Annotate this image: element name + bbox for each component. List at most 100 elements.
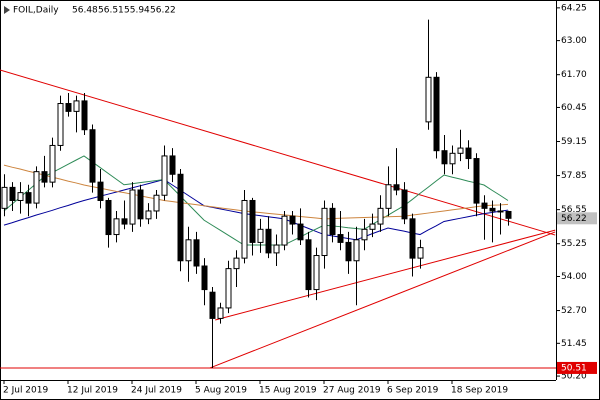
candle-body <box>57 103 64 146</box>
x-tick-label: 12 Jul 2019 <box>67 386 118 396</box>
x-tick-label: 18 Sep 2019 <box>451 386 508 396</box>
candle-body <box>81 100 88 131</box>
candle-body <box>401 189 408 220</box>
y-tick-label: 50.20 <box>561 372 587 382</box>
y-tick-label: 60.45 <box>561 103 587 113</box>
hline-price-label: 50.51 <box>561 363 587 373</box>
plot-area <box>0 19 556 369</box>
y-tick-label: 51.45 <box>561 339 587 349</box>
x-tick-label: 2 Jul 2019 <box>3 386 48 396</box>
candle-body <box>65 103 72 112</box>
last-low: 55.94 <box>124 6 150 16</box>
current-price-label: 56.22 <box>561 214 587 224</box>
candle-body <box>505 210 512 219</box>
candle-body <box>377 207 384 225</box>
y-tick-label: 57.85 <box>561 171 587 181</box>
candle-body <box>241 199 248 259</box>
moving-average <box>3 164 509 220</box>
y-tick-label: 59.15 <box>561 137 587 147</box>
candle-body <box>17 192 24 201</box>
candle-body <box>345 241 352 262</box>
trendline <box>209 231 556 369</box>
candle-body <box>313 255 320 291</box>
moving-average <box>3 155 509 246</box>
candle-body <box>497 210 504 213</box>
candle-body <box>41 171 48 183</box>
x-tick-label: 27 Aug 2019 <box>323 386 381 396</box>
candle-body <box>289 215 296 225</box>
candle-body <box>25 192 32 204</box>
candle-body <box>321 207 328 257</box>
candle-body <box>329 207 336 236</box>
candle-body <box>105 199 112 236</box>
candle-body <box>225 268 232 309</box>
x-tick-label: 24 Jul 2019 <box>131 386 182 396</box>
candle-body <box>217 307 224 319</box>
candle-body <box>257 228 264 243</box>
candle-body <box>249 199 256 243</box>
candle-body <box>265 228 272 254</box>
candle-body <box>153 194 160 212</box>
chart-title: FOIL,Daily <box>13 6 59 16</box>
hline-price-box <box>557 361 597 374</box>
candle-body <box>305 239 312 291</box>
candle-body <box>9 186 16 201</box>
symbol-icon <box>4 6 10 14</box>
last-open: 56.48 <box>72 6 98 16</box>
x-tick-label: 5 Aug 2019 <box>195 386 247 396</box>
candle-body <box>97 181 104 201</box>
candle-body <box>393 184 400 191</box>
moving-average <box>3 178 509 241</box>
candle-body <box>113 218 120 236</box>
candle-body <box>425 76 432 123</box>
candle-body <box>145 210 152 220</box>
candle-body <box>449 152 456 165</box>
candle-body <box>161 155 168 196</box>
candle-body <box>129 189 136 225</box>
candle-body <box>409 218 416 259</box>
last-high: 56.51 <box>98 6 124 16</box>
candle-body <box>185 239 192 262</box>
candle-body <box>441 150 448 165</box>
candle-body <box>489 207 496 212</box>
candle-body <box>465 147 472 160</box>
candle-body <box>337 234 344 243</box>
candle-body <box>457 147 464 154</box>
candle-body <box>297 223 304 241</box>
candle-body <box>273 244 280 254</box>
y-tick-label: 64.25 <box>561 3 587 13</box>
candle-body <box>49 144 56 183</box>
x-tick-label: 6 Sep 2019 <box>387 386 439 396</box>
candle-body <box>201 265 208 291</box>
candle-body <box>361 228 368 241</box>
candle-body <box>193 239 200 267</box>
candle-body <box>33 171 40 204</box>
x-tick-label: 15 Aug 2019 <box>259 386 317 396</box>
candle-body <box>1 186 8 209</box>
y-tick-label: 56.55 <box>561 205 587 215</box>
y-tick-label: 55.25 <box>561 239 587 249</box>
candle-body <box>137 189 144 220</box>
y-tick-label: 61.70 <box>561 70 587 80</box>
candle-body <box>177 173 184 262</box>
candle-body <box>281 215 288 246</box>
candle-body <box>169 155 176 175</box>
candle-body <box>369 223 376 230</box>
candle-body <box>433 76 440 152</box>
last-close: 56.22 <box>150 6 176 16</box>
candle-body <box>89 129 96 183</box>
y-tick-label: 52.70 <box>561 306 587 316</box>
candle-body <box>121 218 128 225</box>
trendline <box>0 69 556 236</box>
candle-body <box>233 257 240 270</box>
candle-body <box>73 100 80 112</box>
candle-body <box>417 247 424 259</box>
trendline <box>215 229 556 321</box>
candle-body <box>209 291 216 319</box>
current-price-box <box>557 212 597 225</box>
candle-body <box>353 239 360 262</box>
candle-body <box>473 158 480 204</box>
